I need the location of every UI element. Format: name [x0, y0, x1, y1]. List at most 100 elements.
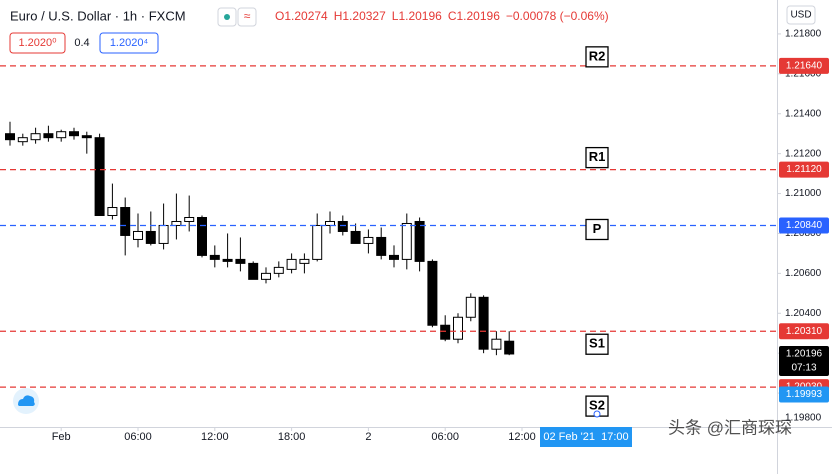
status-dot	[224, 14, 230, 20]
logo-cloud	[18, 395, 35, 406]
candle-body	[440, 324, 451, 340]
watermark: 头条 @汇商琛琛	[668, 418, 792, 437]
candle-body	[17, 137, 28, 143]
pivot-price-box	[779, 57, 829, 74]
y-tick-label: 1.21400	[785, 108, 822, 119]
pivot-name: P	[593, 221, 602, 236]
symbol-title: Euro / U.S. Dollar · 1h · FXCM	[10, 8, 186, 23]
compare-icon[interactable]	[237, 7, 257, 27]
candle-body	[56, 131, 67, 139]
pivot-name-box	[585, 46, 609, 68]
pivot-price-box	[779, 217, 829, 234]
candle-body	[414, 220, 425, 262]
candle-body	[120, 207, 131, 236]
candle-body	[363, 236, 374, 244]
candle-body	[107, 207, 118, 217]
currency: USD	[790, 10, 811, 21]
pivot-name: R2	[589, 48, 606, 63]
x-tick-label: 2	[365, 431, 371, 443]
candle-body	[389, 254, 399, 260]
bid-box[interactable]	[9, 32, 66, 54]
y-tick-label: 1.20800	[785, 228, 822, 239]
y-tick-label: 1.20600	[785, 268, 822, 279]
candle-body	[312, 224, 323, 260]
candle-body	[145, 230, 156, 244]
x-tick-label: 12:00	[508, 431, 536, 443]
ohlc-value: −0.00078 (−0.06%)	[506, 9, 609, 23]
pivot-name-box	[585, 333, 609, 355]
spread: 0.4	[74, 37, 89, 49]
candle-body	[401, 222, 412, 260]
plot-area	[0, 65, 777, 388]
candle-body	[350, 230, 361, 244]
ask-price: 1.2020⁴	[110, 37, 149, 49]
candle-body	[171, 220, 182, 226]
candle-body	[235, 258, 246, 264]
y-tick-label: 1.19800	[785, 413, 822, 424]
crosshair-dot	[593, 410, 601, 418]
candle-body	[376, 236, 387, 256]
pivot-price: 1.20310	[786, 326, 823, 337]
y-tick-label: 1.21600	[785, 68, 822, 79]
candle-body	[222, 258, 233, 262]
candle-body	[273, 266, 284, 274]
pivot-price-box	[779, 161, 829, 178]
ohlc-value: C1.20196	[448, 9, 500, 23]
ohlc-value: H1.20327	[334, 9, 386, 23]
candle-body	[43, 133, 54, 139]
candle-body	[248, 262, 259, 280]
compare-glyph: ≈	[244, 9, 251, 23]
crosshair-time-box	[540, 427, 632, 447]
candle-body	[286, 258, 297, 270]
candle-body	[337, 220, 348, 232]
y-tick-label: 1.21200	[785, 148, 822, 159]
candle-body	[261, 272, 271, 280]
candle-body	[94, 137, 105, 217]
pivot-name-box	[585, 218, 609, 241]
candle-body	[453, 316, 463, 340]
ohlc-header: O1.20274 H1.20327 L1.20196 C1.20196 −0.00078…	[275, 9, 609, 23]
crosshair-time: 02 Feb '21 17:00	[543, 431, 628, 443]
candle-body	[427, 260, 438, 326]
candle-body	[81, 135, 92, 139]
x-tick-label: 18:00	[278, 431, 306, 443]
ask-box[interactable]	[99, 32, 159, 54]
pivot-name: R1	[589, 149, 606, 164]
bid-price: 1.2020⁰	[18, 37, 57, 49]
pivot-name: S1	[589, 336, 605, 351]
pivot-price-box	[779, 323, 829, 340]
x-tick-label: Feb	[52, 431, 71, 443]
countdown: 07:13	[791, 363, 816, 374]
candle-body	[30, 133, 41, 141]
crosshair-price: 1.19993	[786, 389, 823, 400]
pivot-price: 1.20840	[786, 220, 823, 231]
ohlc-value: L1.20196	[392, 9, 442, 23]
candle-body	[491, 338, 502, 350]
last-price: 1.20196	[786, 349, 823, 360]
currency-box[interactable]	[786, 5, 816, 25]
candle-body	[299, 258, 310, 264]
candle-body	[209, 254, 220, 260]
candle-body	[184, 216, 195, 222]
last-price-box	[779, 345, 829, 376]
pivot-name: S2	[589, 398, 605, 413]
x-tick-label: 06:00	[431, 431, 459, 443]
x-tick-label: 12:00	[201, 431, 229, 443]
candle-body	[5, 133, 15, 141]
candle-body	[158, 224, 169, 244]
y-tick-label: 1.20400	[785, 308, 822, 319]
ohlc-value: O1.20274	[275, 9, 328, 23]
x-tick-label: 06:00	[124, 431, 152, 443]
candle-body	[504, 340, 515, 355]
candle-body	[478, 296, 489, 350]
candle-body	[197, 216, 207, 256]
crosshair-price-box	[779, 386, 829, 403]
pivot-price: 1.21640	[786, 60, 823, 71]
pivot-price: 1.21120	[786, 164, 822, 175]
y-tick-label: 1.21800	[785, 29, 822, 40]
candle-body	[69, 131, 79, 137]
y-tick-label: 1.21000	[785, 188, 822, 199]
candle-body	[465, 296, 476, 318]
